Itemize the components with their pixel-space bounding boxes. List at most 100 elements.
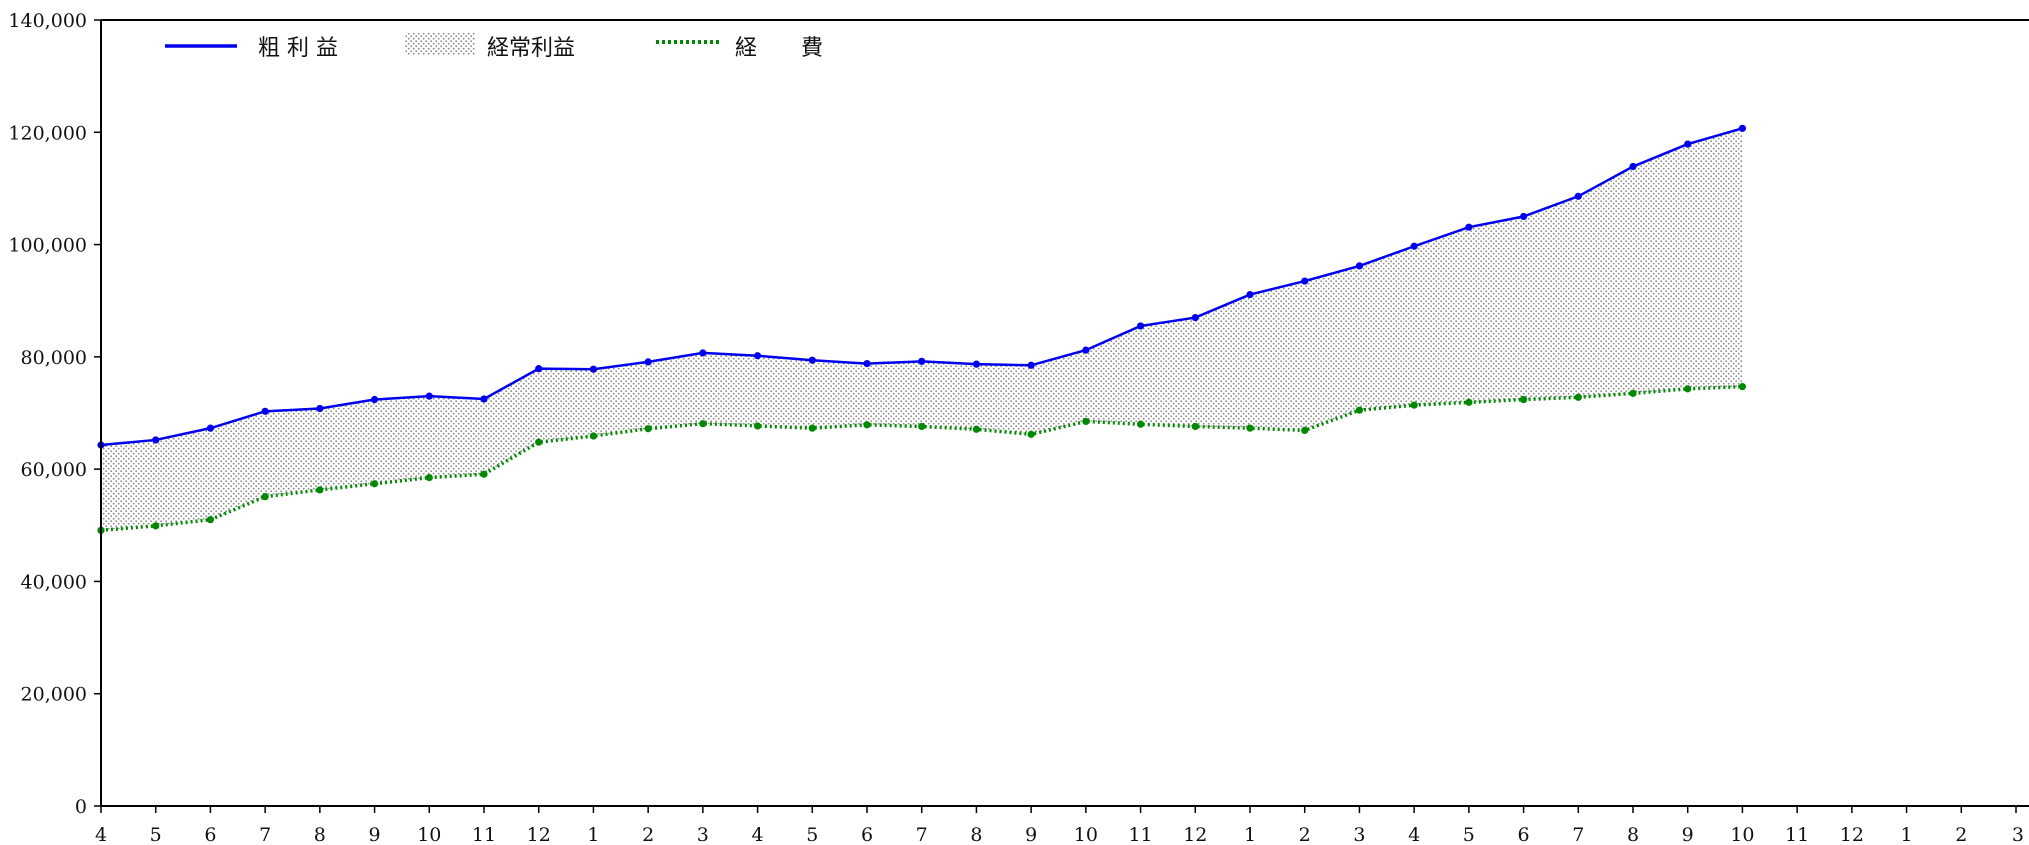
expense-point	[1738, 383, 1747, 391]
x-tick-label: 4	[95, 824, 107, 845]
gross-profit-point	[1246, 290, 1254, 299]
expense-point	[535, 438, 543, 446]
x-tick-label: 5	[150, 824, 162, 845]
x-tick-label: 11	[1128, 824, 1152, 845]
x-tick-label: 1	[1244, 824, 1256, 845]
y-tick-label: 40,000	[21, 571, 87, 593]
gross-profit-point	[1301, 277, 1309, 285]
x-tick-label: 9	[1025, 824, 1037, 845]
y-tick-label: 80,000	[21, 347, 87, 369]
x-tick-label: 1	[587, 824, 599, 845]
y-tick-label: 20,000	[21, 684, 87, 706]
gross-profit-point	[699, 349, 707, 357]
x-tick-label: 1	[1901, 824, 1913, 845]
x-tick-label: 12	[527, 824, 551, 845]
gross-profit-point	[1410, 242, 1418, 250]
x-tick-label: 10	[1074, 824, 1098, 845]
legend-gross-profit-label: 粗 利 益	[258, 36, 338, 61]
x-tick-label: 7	[916, 824, 928, 845]
gross-profit-point	[808, 356, 816, 364]
x-tick-label: 6	[861, 824, 873, 845]
expense-point	[1191, 422, 1199, 431]
expense-point	[206, 516, 215, 524]
y-tick-label: 100,000	[8, 235, 87, 257]
x-tick-label: 12	[1840, 824, 1864, 845]
expense-point	[1355, 406, 1364, 414]
gross-profit-point	[644, 358, 652, 366]
expense-point	[1136, 420, 1145, 428]
x-tick-label: 9	[369, 824, 381, 845]
expense-point	[1629, 389, 1637, 397]
expense-point	[370, 480, 379, 488]
expense-point	[863, 421, 871, 429]
x-tick-label: 3	[2012, 824, 2024, 845]
gross-profit-point	[753, 352, 762, 360]
gross-profit-point	[480, 395, 488, 403]
expense-point	[918, 422, 926, 431]
expense-point	[480, 470, 488, 478]
y-tick-label: 120,000	[8, 122, 87, 144]
gross-profit-point	[370, 395, 379, 404]
expense-point	[1465, 398, 1473, 406]
x-tick-label: 8	[314, 824, 326, 845]
expense-point	[1519, 395, 1528, 404]
plot-area	[97, 19, 2029, 534]
gross-profit-point	[918, 357, 926, 365]
x-tick-label: 2	[1299, 824, 1311, 845]
x-axis: 4 5 6 7 8 9 10 11 12 1 2 3 4 5 6 7 8 9 10 11 12 1 2 3 4 5 6 7 8 9 10 11…	[95, 805, 2029, 845]
x-tick-label: 11	[1785, 824, 1809, 845]
gross-profit-point	[1738, 124, 1747, 132]
expense-point	[1246, 424, 1254, 432]
x-tick-label: 5	[806, 824, 818, 845]
y-tick-label: 0	[75, 796, 87, 818]
gross-profit-point	[1629, 162, 1637, 171]
gross-profit-point	[589, 365, 598, 373]
gross-profit-point	[1574, 192, 1582, 200]
expense-point	[1574, 393, 1582, 401]
gross-profit-point	[261, 407, 269, 415]
x-tick-label: 7	[259, 824, 271, 845]
x-tick-label: 12	[1183, 824, 1207, 845]
x-tick-label: 6	[204, 824, 216, 845]
gross-profit-point	[863, 359, 871, 368]
x-tick-label: 10	[1730, 824, 1754, 845]
x-tick-label: 8	[1627, 824, 1639, 845]
x-tick-label: 10	[417, 824, 441, 845]
x-tick-label: 8	[970, 824, 982, 845]
expense-point	[1410, 401, 1418, 409]
expense-point	[808, 424, 816, 432]
y-tick-label: 60,000	[21, 459, 87, 481]
gross-profit-point	[535, 365, 543, 373]
x-tick-label: 6	[1518, 824, 1530, 845]
gross-profit-point	[206, 424, 215, 432]
gross-profit-point	[1684, 140, 1692, 148]
gross-profit-point	[1465, 223, 1473, 231]
x-tick-label: 11	[472, 824, 496, 845]
legend-ordinary-profit-swatch	[405, 33, 475, 55]
gross-profit-point	[1027, 361, 1035, 369]
expense-point	[1027, 430, 1035, 438]
expense-point	[1301, 426, 1309, 435]
gross-profit-point	[1136, 322, 1145, 330]
gross-profit-point	[425, 392, 433, 400]
y-axis: 0 20,000 40,000 60,000 80,000 100,000 120,000 1…	[8, 10, 102, 818]
x-tick-label: 2	[1955, 824, 1967, 845]
x-tick-label: 3	[697, 824, 709, 845]
expense-point	[1082, 417, 1090, 426]
x-tick-label: 7	[1572, 824, 1584, 845]
legend-ordinary-profit-label: 経常利益	[487, 36, 575, 61]
y-tick-label: 140,000	[8, 10, 87, 32]
expense-point	[425, 473, 433, 482]
ordinary-profit-area	[101, 128, 1743, 531]
x-tick-label: 9	[1682, 824, 1694, 845]
expense-point	[753, 422, 762, 430]
gross-profit-point	[152, 436, 160, 444]
x-tick-label: 4	[752, 824, 764, 845]
gross-profit-point	[316, 404, 324, 413]
expense-point	[972, 425, 981, 433]
gross-profit-point	[1191, 313, 1199, 322]
x-tick-label: 2	[642, 824, 654, 845]
expense-point	[644, 425, 652, 433]
gross-profit-point	[1519, 212, 1528, 221]
